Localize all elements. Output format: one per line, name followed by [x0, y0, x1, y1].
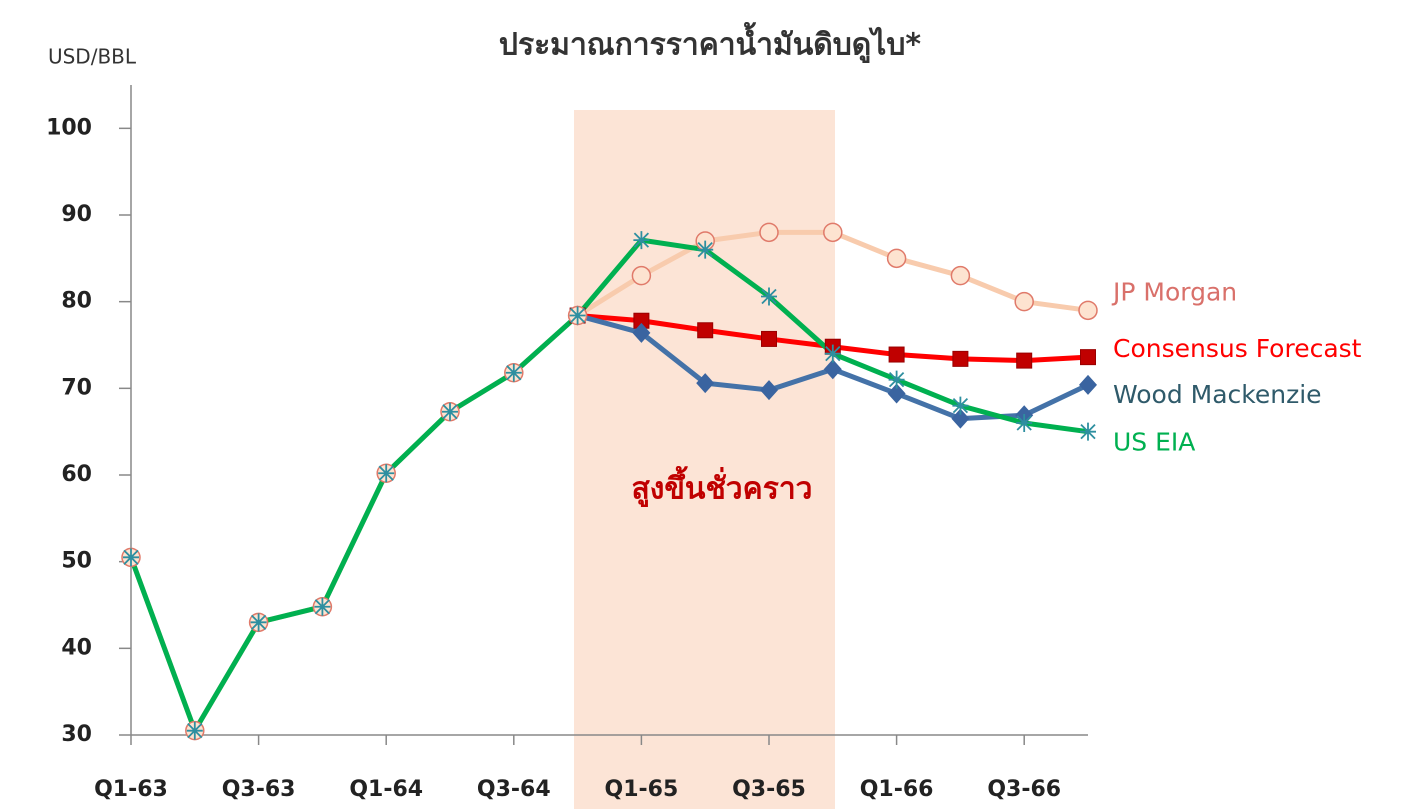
x-tick-label: Q1-63: [94, 777, 168, 802]
chart-title: ประมาณการราคาน้ำมันดิบดูไบ*: [499, 22, 921, 64]
marker: [186, 721, 203, 740]
marker: [632, 322, 651, 343]
marker: [1080, 349, 1096, 366]
marker: [824, 344, 841, 363]
marker: [123, 548, 139, 567]
series-label: US EIA: [1113, 428, 1195, 457]
marker: [886, 248, 907, 269]
marker: [1016, 352, 1033, 369]
x-tick-label: Q3-65: [732, 777, 806, 802]
y-tick-label: 40: [61, 635, 92, 660]
y-tick-label: 30: [61, 722, 92, 747]
marker: [633, 231, 650, 250]
y-tick-label: 100: [46, 115, 92, 140]
marker: [952, 396, 969, 415]
marker: [697, 240, 714, 259]
series-label: JP Morgan: [1111, 277, 1237, 306]
marker: [888, 370, 905, 389]
y-axis-label: USD/BBL: [48, 45, 137, 69]
marker: [314, 597, 331, 616]
marker: [950, 265, 971, 286]
marker: [1079, 374, 1097, 395]
marker: [952, 350, 969, 367]
marker: [761, 330, 777, 347]
y-tick-label: 80: [61, 289, 92, 314]
marker: [823, 359, 842, 380]
y-tick-label: 60: [61, 462, 92, 487]
x-tick-label: Q1-65: [605, 777, 679, 802]
y-tick-label: 70: [61, 375, 92, 400]
marker: [378, 464, 395, 483]
marker: [951, 408, 970, 429]
marker: [696, 373, 715, 394]
marker: [631, 265, 652, 286]
marker: [761, 287, 777, 306]
annotation: สูงขึ้นชั่วคราว: [631, 466, 812, 508]
marker: [250, 613, 267, 632]
series-label: Consensus Forecast: [1113, 334, 1362, 363]
x-tick-label: Q1-66: [860, 777, 934, 802]
marker: [505, 363, 522, 382]
marker: [697, 322, 714, 339]
x-tick-label: Q3-66: [987, 777, 1061, 802]
marker: [823, 222, 843, 243]
marker: [760, 380, 778, 401]
marker: [759, 222, 779, 243]
marker: [887, 383, 906, 404]
x-tick-label: Q1-64: [349, 777, 423, 802]
marker: [1016, 414, 1033, 432]
x-tick-label: Q3-63: [222, 777, 296, 802]
series-label: Wood Mackenzie: [1113, 380, 1322, 409]
marker: [569, 306, 586, 325]
marker: [442, 402, 458, 421]
marker: [888, 346, 905, 363]
highlight-period: [574, 110, 835, 809]
marker: [1080, 422, 1096, 441]
y-tick-label: 90: [61, 202, 92, 227]
series-line: [128, 237, 1089, 734]
marker: [1014, 291, 1034, 312]
x-tick-label: Q3-64: [477, 777, 551, 802]
y-tick-label: 50: [61, 549, 92, 574]
marker: [1078, 300, 1098, 321]
